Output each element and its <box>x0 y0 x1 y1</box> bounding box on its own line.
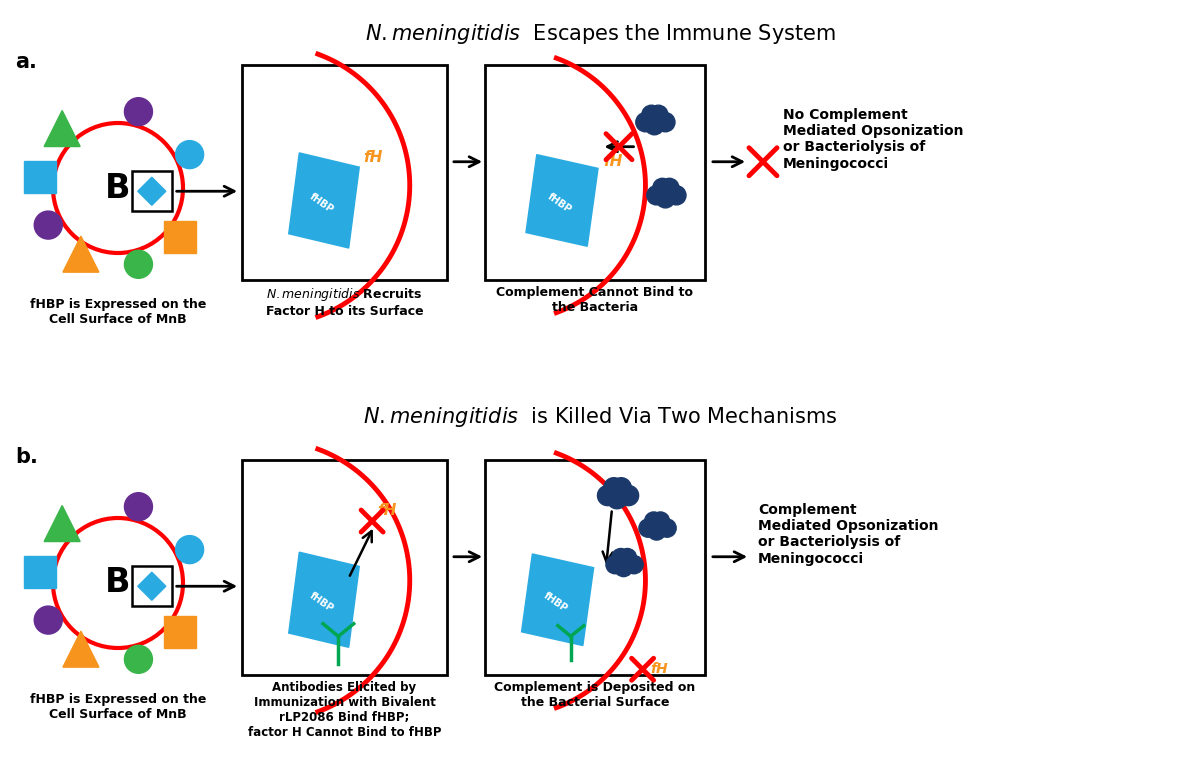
Polygon shape <box>289 153 359 248</box>
Circle shape <box>175 536 204 564</box>
Text: fHBP: fHBP <box>308 591 336 615</box>
Text: fH: fH <box>602 155 623 169</box>
Circle shape <box>644 116 664 135</box>
Polygon shape <box>138 177 166 206</box>
Text: Complement Cannot Bind to
the Bacteria: Complement Cannot Bind to the Bacteria <box>497 286 694 314</box>
Bar <box>24 161 55 193</box>
Circle shape <box>53 518 182 648</box>
Circle shape <box>618 485 638 506</box>
Circle shape <box>53 123 182 253</box>
Circle shape <box>658 519 676 537</box>
Text: B: B <box>106 567 131 600</box>
Polygon shape <box>522 554 594 645</box>
Circle shape <box>648 522 666 540</box>
Text: No Complement
Mediated Opsonization
or Bacteriolysis of
Meningococci: No Complement Mediated Opsonization or B… <box>784 108 964 171</box>
Circle shape <box>642 105 661 124</box>
Circle shape <box>625 556 643 574</box>
Text: Complement is Deposited on
the Bacterial Surface: Complement is Deposited on the Bacterial… <box>494 681 696 709</box>
Circle shape <box>655 189 674 208</box>
Text: fHBP: fHBP <box>308 192 336 215</box>
Circle shape <box>607 489 628 509</box>
Text: $\it{N. meningitidis}$  Escapes the Immune System: $\it{N. meningitidis}$ Escapes the Immun… <box>365 22 835 46</box>
Circle shape <box>604 478 624 498</box>
Circle shape <box>649 105 668 124</box>
Polygon shape <box>62 631 98 667</box>
Text: Antibodies Elicited by
Immunization with Bivalent
rLP2086 Bind fHBP;
factor H Ca: Antibodies Elicited by Immunization with… <box>247 681 442 739</box>
Circle shape <box>638 519 658 537</box>
Bar <box>485 460 706 675</box>
Text: Complement
Mediated Opsonization
or Bacteriolysis of
Meningococci: Complement Mediated Opsonization or Bact… <box>758 503 938 566</box>
Circle shape <box>655 113 674 132</box>
Bar <box>242 460 446 675</box>
Circle shape <box>35 606 62 634</box>
Circle shape <box>35 211 62 239</box>
Polygon shape <box>44 111 80 147</box>
Text: b.: b. <box>14 447 38 467</box>
Bar <box>164 615 197 648</box>
Text: $\it{N. meningitidis}$  is Killed Via Two Mechanisms: $\it{N. meningitidis}$ is Killed Via Two… <box>362 405 838 429</box>
Circle shape <box>598 485 618 506</box>
Circle shape <box>647 186 666 205</box>
Polygon shape <box>289 552 359 647</box>
Circle shape <box>618 549 636 567</box>
Text: fH: fH <box>364 150 383 165</box>
Circle shape <box>175 141 204 169</box>
Circle shape <box>125 97 152 126</box>
Polygon shape <box>44 506 80 542</box>
Circle shape <box>125 492 152 521</box>
Polygon shape <box>62 237 98 272</box>
Text: $\it{N. meningitidis}$ Recruits
Factor H to its Surface: $\it{N. meningitidis}$ Recruits Factor H… <box>265 286 424 318</box>
Circle shape <box>667 186 686 205</box>
Text: fHBP: fHBP <box>541 591 569 615</box>
Circle shape <box>612 549 630 567</box>
Bar <box>24 556 55 588</box>
Text: fH: fH <box>650 662 668 676</box>
Text: fHBP is Expressed on the
Cell Surface of MnB: fHBP is Expressed on the Cell Surface of… <box>30 298 206 326</box>
Bar <box>242 65 446 280</box>
Circle shape <box>644 512 662 530</box>
Circle shape <box>652 512 670 530</box>
Polygon shape <box>526 155 598 247</box>
Polygon shape <box>138 572 166 601</box>
Circle shape <box>125 250 152 278</box>
Text: B: B <box>106 172 131 205</box>
Text: fHBP: fHBP <box>546 192 574 215</box>
Bar <box>485 65 706 280</box>
Bar <box>164 220 197 253</box>
Circle shape <box>611 478 631 498</box>
Bar <box>132 567 172 606</box>
Circle shape <box>614 558 632 577</box>
Text: fH: fH <box>378 502 397 518</box>
Text: a.: a. <box>14 52 37 72</box>
Circle shape <box>636 113 655 132</box>
Circle shape <box>653 179 672 197</box>
Circle shape <box>125 645 152 673</box>
Bar <box>132 172 172 211</box>
Text: fHBP is Expressed on the
Cell Surface of MnB: fHBP is Expressed on the Cell Surface of… <box>30 693 206 721</box>
Circle shape <box>660 179 679 197</box>
Circle shape <box>606 556 624 574</box>
